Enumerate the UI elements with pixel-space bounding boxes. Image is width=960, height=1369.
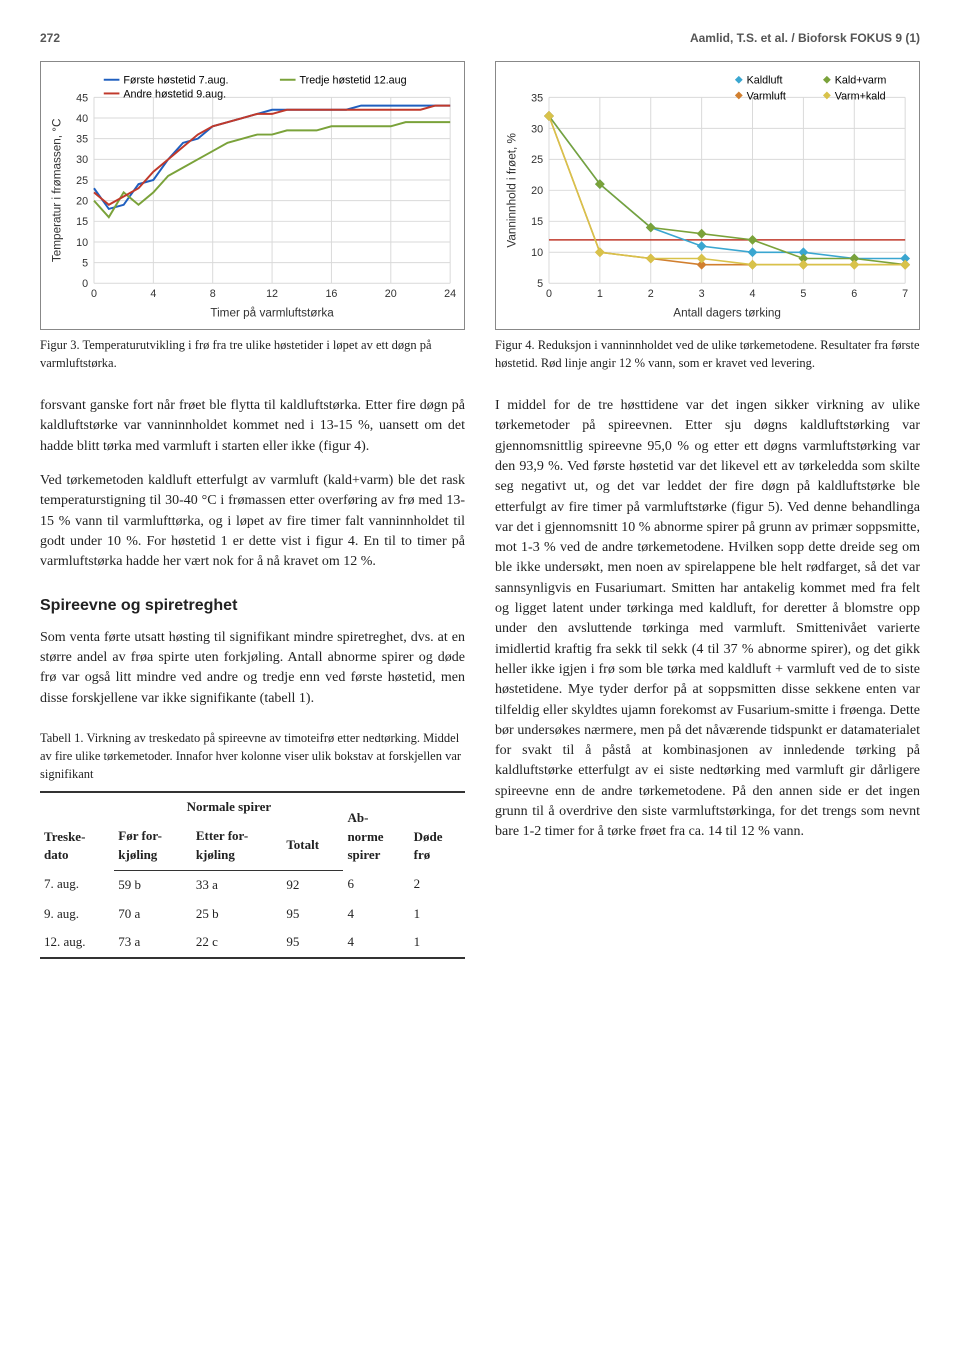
body-text: Som venta førte utsatt høsting til signi… xyxy=(40,628,465,709)
table-cell: 1 xyxy=(410,900,465,929)
table-header: Ab- norme spirer xyxy=(343,792,409,870)
svg-text:35: 35 xyxy=(76,134,88,146)
svg-text:Vanninnhold i frøet, %: Vanninnhold i frøet, % xyxy=(506,133,519,248)
svg-text:12: 12 xyxy=(266,288,278,300)
table-1: Treske- dato Normale spirer Ab- norme sp… xyxy=(40,791,465,959)
table-row: 9. aug.70 a25 b9541 xyxy=(40,900,465,929)
svg-text:30: 30 xyxy=(76,155,88,167)
svg-text:Varmluft: Varmluft xyxy=(747,91,786,103)
svg-text:Kaldluft: Kaldluft xyxy=(747,75,783,87)
svg-text:3: 3 xyxy=(699,288,705,300)
svg-text:20: 20 xyxy=(76,196,88,208)
table-row: 12. aug.73 a22 c9541 xyxy=(40,928,465,958)
svg-text:Tredje høstetid 12.aug: Tredje høstetid 12.aug xyxy=(299,75,406,87)
section-heading: Spireevne og spiretreghet xyxy=(40,594,465,617)
table-cell: 6 xyxy=(343,870,409,899)
svg-text:Varm+kald: Varm+kald xyxy=(835,91,886,103)
svg-text:6: 6 xyxy=(851,288,857,300)
figure-4: 0 1 2 3 4 5 6 7 5 10 15 20 25 30 35 Kaldluft Kald+varm Va… xyxy=(495,61,920,329)
svg-text:0: 0 xyxy=(546,288,552,300)
body-text: Ved tørkemetoden kaldluft etterfulgt av … xyxy=(40,471,465,572)
page-number: 272 xyxy=(40,30,60,47)
svg-text:15: 15 xyxy=(531,217,543,229)
svg-text:2: 2 xyxy=(648,288,654,300)
table-header: Treske- dato xyxy=(40,792,114,870)
svg-text:25: 25 xyxy=(531,155,543,167)
table-cell: 1 xyxy=(410,928,465,958)
svg-text:16: 16 xyxy=(325,288,337,300)
table-1-caption: Tabell 1. Virkning av treskedato på spir… xyxy=(40,729,465,783)
svg-text:45: 45 xyxy=(76,93,88,105)
table-cell: 70 a xyxy=(114,900,192,929)
svg-text:20: 20 xyxy=(385,288,397,300)
svg-text:5: 5 xyxy=(537,279,543,291)
svg-text:8: 8 xyxy=(210,288,216,300)
table-header: Totalt xyxy=(282,822,343,870)
table-cell: 12. aug. xyxy=(40,928,114,958)
table-cell: 4 xyxy=(343,900,409,929)
table-cell: 95 xyxy=(282,900,343,929)
svg-text:5: 5 xyxy=(82,258,88,270)
figure-3-caption: Figur 3. Temperaturutvikling i frø fra t… xyxy=(40,336,465,372)
body-text: forsvant ganske fort når frøet ble flytt… xyxy=(40,396,465,457)
svg-text:Antall dagers tørking: Antall dagers tørking xyxy=(673,307,781,320)
svg-text:5: 5 xyxy=(800,288,806,300)
table-cell: 95 xyxy=(282,928,343,958)
body-text: I middel for de tre høsttidene var det i… xyxy=(495,396,920,843)
table-cell: 4 xyxy=(343,928,409,958)
svg-text:40: 40 xyxy=(76,113,88,125)
svg-text:7: 7 xyxy=(902,288,908,300)
table-cell: 59 b xyxy=(114,870,192,899)
svg-text:Andre høstetid 9.aug.: Andre høstetid 9.aug. xyxy=(123,89,226,101)
table-header: Døde frø xyxy=(410,792,465,870)
svg-text:30: 30 xyxy=(531,124,543,136)
svg-text:Kald+varm: Kald+varm xyxy=(835,75,887,87)
table-cell: 9. aug. xyxy=(40,900,114,929)
svg-text:35: 35 xyxy=(531,93,543,105)
table-header: Etter for- kjøling xyxy=(192,822,283,870)
svg-text:1: 1 xyxy=(597,288,603,300)
svg-text:20: 20 xyxy=(531,186,543,198)
figure-4-caption: Figur 4. Reduksjon i vanninnholdet ved d… xyxy=(495,336,920,372)
svg-text:25: 25 xyxy=(76,175,88,187)
svg-text:24: 24 xyxy=(444,288,456,300)
figure-3: 0 4 8 12 16 20 24 0 5 10 15 20 25 30 35 40 45 Første høst… xyxy=(40,61,465,329)
table-cell: 2 xyxy=(410,870,465,899)
table-cell: 92 xyxy=(282,870,343,899)
running-head: Aamlid, T.S. et al. / Bioforsk FOKUS 9 (… xyxy=(690,30,920,47)
table-cell: 33 a xyxy=(192,870,283,899)
svg-text:15: 15 xyxy=(76,217,88,229)
table-cell: 25 b xyxy=(192,900,283,929)
table-cell: 73 a xyxy=(114,928,192,958)
table-header: Før for- kjøling xyxy=(114,822,192,870)
svg-text:4: 4 xyxy=(150,288,156,300)
svg-text:0: 0 xyxy=(91,288,97,300)
table-header: Normale spirer xyxy=(114,792,343,822)
svg-text:Første høstetid 7.aug.: Første høstetid 7.aug. xyxy=(123,75,228,87)
table-cell: 22 c xyxy=(192,928,283,958)
table-cell: 7. aug. xyxy=(40,870,114,899)
svg-text:Timer på varmluftstørka: Timer på varmluftstørka xyxy=(210,307,334,320)
svg-text:10: 10 xyxy=(76,237,88,249)
table-row: 7. aug.59 b33 a9262 xyxy=(40,870,465,899)
svg-text:4: 4 xyxy=(750,288,756,300)
svg-text:Temperatur i frømassen, °C: Temperatur i frømassen, °C xyxy=(51,118,64,262)
svg-text:10: 10 xyxy=(531,248,543,260)
svg-text:0: 0 xyxy=(82,279,88,291)
